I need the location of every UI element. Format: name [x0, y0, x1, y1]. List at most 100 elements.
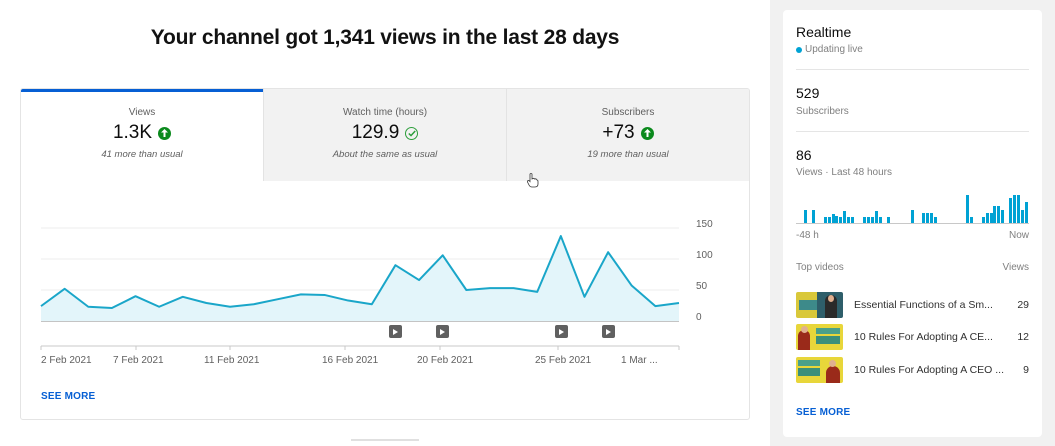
chart-canvas — [40, 227, 680, 350]
see-more-link[interactable]: SEE MORE — [41, 391, 96, 402]
x-tick: 20 Feb 2021 — [417, 355, 474, 366]
realtime-bar[interactable] — [874, 210, 878, 223]
x-tick: 11 Feb 2021 — [204, 355, 260, 366]
realtime-bar[interactable] — [922, 212, 926, 223]
realtime-bar[interactable] — [985, 212, 989, 223]
realtime-title: Realtime — [796, 24, 852, 40]
realtime-views-count: 86 — [796, 147, 812, 163]
video-title: 10 Rules For Adopting A CE... — [854, 331, 993, 343]
tab-subscribers[interactable]: Subscribers +73 19 more than usual — [506, 89, 749, 181]
page-title: Your channel got 1,341 views in the last… — [150, 26, 620, 49]
top-video-row[interactable]: 10 Rules For Adopting A CE... 12 — [796, 324, 1029, 350]
realtime-bar[interactable] — [811, 209, 815, 223]
video-views: 29 — [1017, 299, 1029, 311]
tab-label: Watch time (hours) — [342, 107, 428, 118]
live-status: Updating live — [796, 44, 863, 55]
video-published-marker[interactable] — [555, 325, 568, 338]
y-tick: 150 — [696, 219, 713, 230]
video-thumbnail — [796, 292, 843, 318]
x-tick: 1 Mar ... — [621, 355, 658, 366]
realtime-bar[interactable] — [989, 212, 993, 223]
realtime-bar[interactable] — [803, 209, 807, 223]
tab-watch-time[interactable]: Watch time (hours) 129.9 About the same … — [263, 89, 506, 181]
realtime-views-bar-chart[interactable] — [796, 192, 1029, 224]
arrow-up-circle-icon — [640, 126, 654, 140]
bar-start-label: -48 h — [796, 230, 819, 241]
realtime-bar[interactable] — [926, 212, 930, 223]
y-tick: 100 — [696, 250, 713, 261]
divider — [796, 131, 1029, 132]
video-thumbnail — [796, 324, 843, 350]
realtime-subscribers-count: 529 — [796, 85, 820, 101]
realtime-bar[interactable] — [965, 195, 969, 223]
realtime-bar[interactable] — [934, 217, 938, 223]
realtime-bar[interactable] — [1017, 195, 1021, 223]
realtime-bar[interactable] — [997, 206, 1001, 223]
check-circle-icon — [405, 126, 419, 140]
tab-value: 129.9 — [351, 122, 400, 143]
realtime-bar[interactable] — [867, 217, 871, 223]
views-line-chart[interactable]: 150 100 50 0 2 Feb 2021 7 Feb 2021 11 Fe… — [21, 181, 749, 381]
top-video-row[interactable]: 10 Rules For Adopting A CEO ... 9 — [796, 357, 1029, 383]
tab-label: Subscribers — [601, 107, 655, 118]
tab-views[interactable]: Views 1.3K 41 more than usual — [21, 89, 263, 181]
y-tick: 50 — [696, 281, 708, 292]
video-title: Essential Functions of a Sm... — [854, 299, 993, 311]
realtime-bar[interactable] — [1001, 209, 1005, 223]
realtime-bar[interactable] — [851, 217, 855, 223]
realtime-bar[interactable] — [823, 217, 827, 223]
metric-tabs: Views 1.3K 41 more than usual Watch time… — [21, 89, 749, 181]
x-tick: 7 Feb 2021 — [113, 355, 164, 366]
live-status-text: Updating live — [805, 44, 863, 55]
tab-note: About the same as usual — [332, 149, 438, 160]
x-tick: 2 Feb 2021 — [41, 355, 92, 366]
realtime-bar[interactable] — [827, 217, 831, 223]
tab-value: 1.3K — [112, 122, 153, 143]
realtime-see-more-link[interactable]: SEE MORE — [796, 407, 851, 418]
top-videos-heading: Top videos — [796, 262, 844, 273]
realtime-card: Realtime Updating live 529 Subscribers 8… — [783, 10, 1042, 437]
bar-end-label: Now — [1008, 230, 1029, 241]
video-views: 9 — [1023, 364, 1029, 376]
realtime-bar[interactable] — [969, 217, 973, 223]
realtime-bar[interactable] — [835, 216, 839, 223]
top-video-row[interactable]: Essential Functions of a Sm... 29 — [796, 292, 1029, 318]
arrow-up-circle-icon — [158, 126, 172, 140]
realtime-bar[interactable] — [863, 217, 867, 223]
realtime-bar[interactable] — [930, 212, 934, 223]
tab-note: 41 more than usual — [101, 149, 183, 160]
realtime-bar[interactable] — [878, 217, 882, 223]
divider — [796, 69, 1029, 70]
realtime-bar[interactable] — [1021, 209, 1025, 223]
realtime-bar[interactable] — [843, 210, 847, 223]
realtime-bar[interactable] — [1009, 198, 1013, 223]
x-tick: 16 Feb 2021 — [322, 355, 379, 366]
realtime-bar[interactable] — [886, 217, 890, 223]
video-published-marker[interactable] — [389, 325, 402, 338]
video-views: 12 — [1017, 331, 1029, 343]
x-tick: 25 Feb 2021 — [535, 355, 592, 366]
realtime-bar[interactable] — [839, 217, 843, 223]
video-published-marker[interactable] — [436, 325, 449, 338]
realtime-bar[interactable] — [871, 217, 875, 223]
video-thumbnail — [796, 357, 843, 383]
realtime-subscribers-label: Subscribers — [796, 106, 849, 117]
tab-note: 19 more than usual — [587, 149, 669, 160]
realtime-bar[interactable] — [993, 206, 997, 223]
video-title: 10 Rules For Adopting A CEO ... — [854, 364, 1004, 376]
metrics-card: Views 1.3K 41 more than usual Watch time… — [20, 88, 750, 420]
pager-indicator[interactable] — [351, 439, 419, 441]
realtime-bar[interactable] — [910, 209, 914, 223]
realtime-bar[interactable] — [1025, 201, 1029, 223]
tab-label: Views — [128, 107, 156, 118]
realtime-bar[interactable] — [831, 214, 835, 223]
realtime-bar[interactable] — [981, 217, 985, 223]
video-published-marker[interactable] — [602, 325, 615, 338]
tab-value: +73 — [602, 122, 635, 143]
live-dot-icon — [796, 46, 802, 53]
realtime-bar[interactable] — [1013, 195, 1017, 223]
realtime-views-label: Views · Last 48 hours — [796, 167, 892, 178]
realtime-bar[interactable] — [847, 217, 851, 223]
y-tick: 0 — [696, 312, 702, 323]
